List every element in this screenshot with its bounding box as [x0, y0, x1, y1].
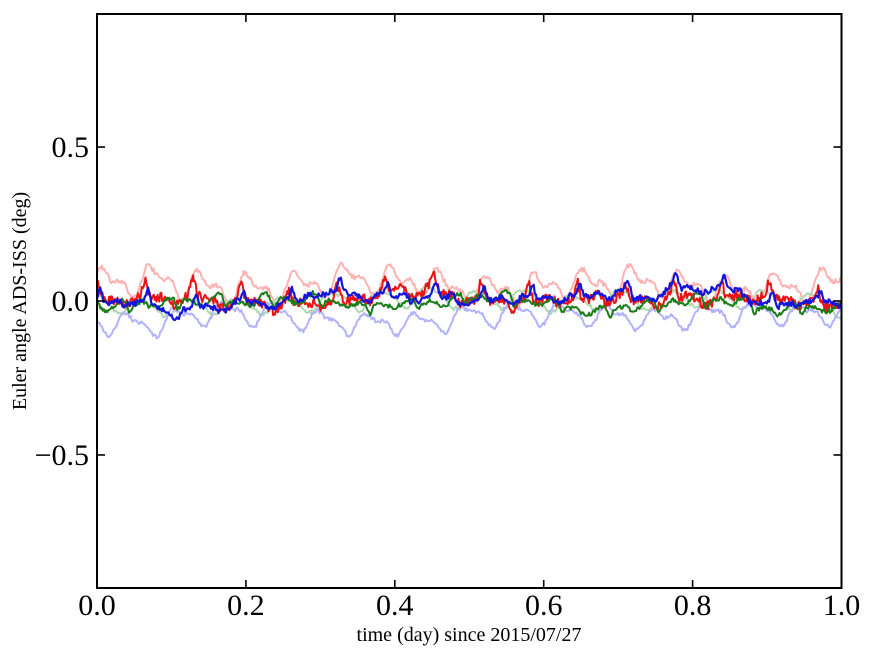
- series-blue-light-line: [97, 300, 842, 340]
- x-tick-label: 0.6: [525, 589, 563, 622]
- y-tick-label: −0.5: [35, 439, 89, 472]
- x-tick-label: 0.2: [227, 589, 265, 622]
- x-tick-label: 1.0: [823, 589, 861, 622]
- series-green-line: [97, 288, 842, 319]
- y-tick-label: 0.0: [52, 285, 90, 318]
- series-blue-line: [97, 272, 842, 322]
- x-axis-label: time (day) since 2015/07/27: [357, 624, 582, 646]
- y-tick-label: 0.5: [52, 131, 90, 164]
- x-tick-label: 0.4: [376, 589, 414, 622]
- y-axis-label: Euler angle ADS-ISS (deg): [9, 192, 31, 410]
- x-tick-label: 0.8: [674, 589, 712, 622]
- series-layer: [97, 261, 842, 340]
- x-tick-label: 0.0: [78, 589, 116, 622]
- axes-layer: 0.0 0.2 0.4 0.6 0.8 1.0 0.5 0.0 −0.5: [35, 13, 861, 622]
